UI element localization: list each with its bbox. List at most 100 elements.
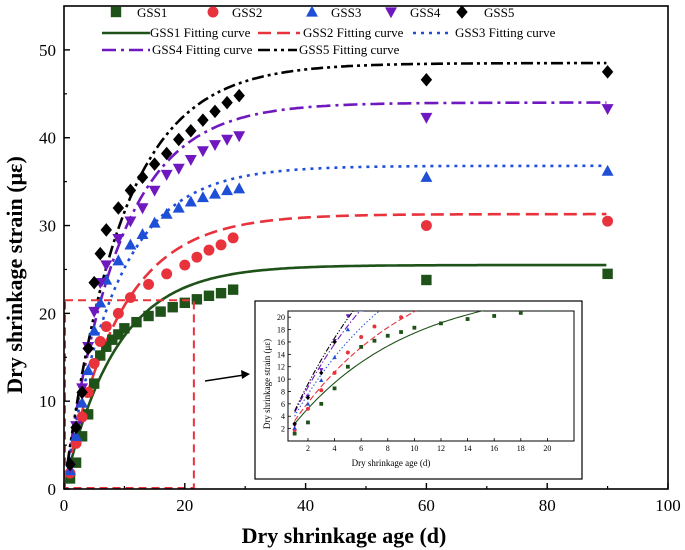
inset-data-point-gss4 [452, 241, 456, 245]
inset-x-tick-label: 2 [306, 444, 310, 453]
data-point-gss1 [70, 457, 82, 468]
inset-data-point-gss3 [479, 251, 483, 255]
data-point-gss5 [82, 341, 94, 356]
inset-data-point-gss2 [345, 350, 350, 355]
data-point-gss1 [167, 302, 178, 313]
inset-data-point-gss3 [559, 236, 563, 240]
inset-data-point-gss4 [359, 294, 363, 298]
legend-item-gss2-marker [207, 6, 219, 18]
data-point-gss5 [100, 223, 112, 237]
zoom-region-box [64, 299, 195, 490]
data-point-gss5 [64, 457, 76, 472]
inset-fit-curve-gss4 [294, 311, 361, 413]
data-point-gss2 [191, 251, 203, 263]
inset-data-point-gss4 [425, 250, 429, 254]
legend-item-gss5-fit-label: GSS5 Fitting curve [299, 42, 400, 57]
data-point-gss1 [421, 274, 432, 286]
data-point-gss1 [179, 297, 190, 309]
x-tick-label: 100 [655, 496, 681, 515]
inset-data-point-gss1 [372, 338, 377, 343]
inset-x-tick-label: 12 [437, 444, 445, 453]
data-point-gss1 [227, 284, 239, 295]
data-point-gss3 [124, 238, 137, 250]
data-point-gss4 [172, 163, 185, 175]
inset-data-point-gss2 [466, 295, 470, 299]
inset-data-point-gss3 [372, 291, 376, 295]
data-point-gss5 [160, 146, 173, 161]
legend-item-gss1-marker [110, 6, 122, 18]
inset-y-tick-label: 2 [281, 425, 285, 434]
data-point-gss2 [227, 232, 239, 244]
x-tick-label: 0 [60, 496, 69, 515]
zoom-arrow-line [204, 374, 245, 382]
data-point-gss4 [136, 203, 149, 215]
inset-x-tick-label: 4 [333, 444, 337, 453]
inset-data-point-gss5 [372, 256, 376, 261]
inset-data-point-gss3 [345, 327, 351, 332]
inset-data-point-gss2 [572, 276, 576, 280]
inset-y-tick-label: 8 [281, 387, 285, 396]
data-point-gss3 [70, 430, 83, 441]
data-point-gss4 [221, 134, 234, 146]
data-point-gss1 [95, 350, 106, 361]
legend-item-gss5-marker [456, 5, 468, 19]
inset-fit-curve-gss2 [294, 311, 417, 422]
data-point-gss4 [233, 131, 246, 143]
data-point-gss1 [203, 290, 215, 301]
data-point-gss4 [209, 140, 221, 151]
data-point-gss1 [119, 323, 130, 334]
data-point-gss5 [76, 385, 88, 400]
legend-item-gss3-label: GSS3 [331, 5, 361, 20]
y-tick-label: 0 [48, 480, 57, 499]
legend-item-gss4-label: GSS4 [410, 5, 441, 20]
fit-curve-gss4 [66, 101, 607, 465]
y-tick-label: 10 [39, 392, 56, 411]
inset-x-tick-label: 8 [386, 444, 390, 453]
legend-item-gss4-marker [385, 7, 397, 19]
inset-data-point-gss1 [545, 311, 550, 312]
data-point-gss4 [601, 104, 614, 115]
inset-data-point-gss1 [332, 386, 337, 391]
data-point-gss3 [221, 184, 234, 196]
inset-data-point-gss3 [358, 311, 364, 312]
legend-item-gss3-fit-label: GSS3 Fitting curve [455, 25, 556, 40]
inset-data-point-gss1 [319, 401, 324, 406]
inset-series-gss5 [292, 192, 536, 427]
data-point-gss3 [136, 228, 149, 240]
legend-item-gss4-fit-label: GSS4 Fitting curve [152, 42, 253, 57]
fit-curve-gss1 [66, 263, 607, 475]
data-point-gss2 [76, 411, 88, 423]
inset-data-point-gss5 [532, 192, 536, 197]
inset-data-point-gss5 [319, 370, 324, 376]
data-point-gss3 [94, 296, 107, 308]
data-point-gss3 [184, 195, 197, 207]
data-point-gss1 [82, 409, 94, 420]
inset-y-tick-label: 16 [277, 338, 285, 347]
data-point-gss1 [89, 378, 100, 389]
inset-data-point-gss1 [412, 325, 417, 330]
inset-y-tick-label: 12 [277, 363, 285, 372]
data-point-gss5 [148, 157, 161, 171]
zoom-arrow-head [241, 370, 250, 379]
inset-x-tick-label: 16 [490, 444, 498, 453]
inset-y-axis-title: Dry shrinkage strain (με) [262, 339, 272, 429]
data-point-gss3 [160, 207, 173, 219]
inset-data-point-gss1 [385, 333, 390, 338]
legend: GSS1 GSS2 GSS3 GSS4 GSS5 GSS1 Fitting curve GS… [102, 5, 556, 57]
data-point-gss5 [209, 104, 221, 119]
inset-data-point-gss5 [505, 202, 509, 207]
inset-data-point-gss3 [452, 259, 456, 263]
data-point-gss3 [601, 164, 614, 176]
data-point-gss1 [113, 329, 124, 340]
data-point-gss1 [155, 306, 166, 317]
inset-chart: 2 4 6 8 10 12 14 16 18 20 2 4 6 8 10 12 14 16 18 20 Dry shri… [254, 192, 583, 480]
fitting-curves [66, 61, 607, 475]
y-tick-label: 30 [39, 217, 56, 236]
inset-data-point-gss5 [359, 273, 363, 278]
data-point-gss2 [215, 239, 227, 251]
inset-data-point-gss5 [346, 293, 350, 298]
data-point-gss5 [185, 123, 197, 138]
y-axis-title: Dry shrinkage strain (με) [2, 156, 27, 394]
y-tick-label: 20 [39, 304, 56, 323]
data-point-gss5 [94, 246, 106, 261]
